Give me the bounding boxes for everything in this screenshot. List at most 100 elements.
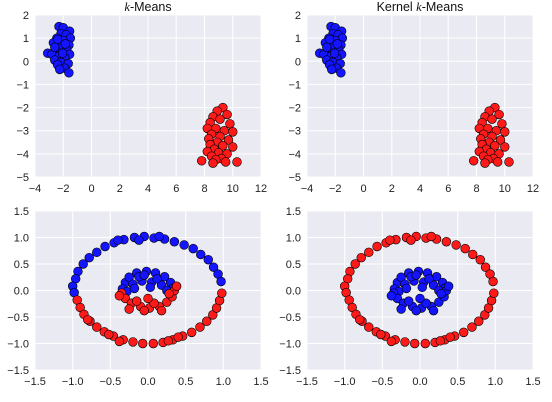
scatter-point [386, 291, 397, 301]
scatter-point [195, 322, 205, 332]
x-tick-label: −2 [57, 183, 70, 195]
y-tick-label: 0 [295, 56, 301, 68]
scatter-series-cluster_a [67, 231, 226, 298]
scatter-point [139, 305, 149, 316]
y-tick-label: 2 [23, 10, 29, 22]
x-tick-label: 0 [360, 183, 366, 195]
scatter-point [443, 281, 454, 291]
x-tick-label: 0.0 [140, 376, 155, 388]
y-tick-label: 1.5 [286, 206, 301, 218]
x-tick-label: 0 [88, 183, 94, 195]
scatter-series-cluster_b [72, 281, 227, 349]
scatter-point [78, 259, 88, 269]
y-tick-label: 0.5 [14, 259, 29, 271]
x-tick-label: −4 [301, 183, 314, 195]
scatter-point [400, 337, 410, 347]
y-tick-label: 1.0 [14, 233, 29, 245]
scatter-point [504, 157, 514, 167]
x-tick-label: 2 [117, 183, 123, 195]
scatter-point [424, 274, 434, 284]
y-tick-label: −1.5 [279, 365, 301, 377]
scatter-point [169, 237, 180, 247]
scatter-point [216, 276, 226, 287]
scatter-series-cluster_b [468, 102, 514, 168]
scatter-point [474, 316, 484, 326]
scatter-point [355, 314, 365, 325]
x-tick-label: −1.5 [296, 376, 318, 388]
scatter-point [208, 158, 218, 168]
scatter-point [139, 270, 149, 280]
scatter-point [410, 338, 420, 349]
scatter-point [327, 64, 337, 75]
x-tick-label: 1.5 [253, 376, 268, 388]
scatter-point [128, 337, 138, 347]
scatter-point [188, 243, 198, 254]
y-tick-label: −5 [288, 172, 301, 184]
x-tick-label: 12 [527, 183, 539, 195]
scatter-point [451, 240, 461, 250]
scatter-point [441, 237, 452, 247]
x-tick-label: 1.5 [525, 376, 540, 388]
y-tick-label: −2 [288, 103, 301, 115]
scatter-point [386, 336, 397, 347]
chart-panel-4: −1.5 −1.0 −0.5 0.0 0.5 1.0 1.5 −1.5 −1.0 −0.5 0.0 0… [279, 206, 540, 388]
x-tick-label: 0.5 [178, 376, 193, 388]
scatter-point [500, 142, 510, 152]
scatter-point [500, 127, 510, 137]
y-tick-label: 0 [23, 56, 29, 68]
scatter-point [220, 157, 231, 167]
scatter-point [494, 109, 504, 120]
y-tick-label: −0.5 [279, 312, 301, 324]
y-tick-label: −1.0 [279, 339, 301, 351]
scatter-point [385, 235, 395, 245]
scatter-point [445, 332, 455, 342]
x-tick-label: −0.5 [99, 376, 121, 388]
scatter-point [324, 34, 335, 44]
scatter-point [406, 235, 416, 245]
scatter-point [336, 68, 346, 78]
scatter-point [404, 296, 414, 306]
scatter-point [179, 240, 189, 250]
scatter-point [217, 288, 227, 298]
scatter-point [164, 288, 174, 299]
scatter-point [208, 262, 219, 272]
y-tick-label: 0.0 [14, 286, 29, 298]
scatter-point [113, 235, 123, 245]
x-tick-label: −1.0 [62, 376, 84, 388]
scatter-point [132, 296, 142, 306]
scatter-point [124, 304, 134, 314]
title-var: k [124, 0, 130, 14]
scatter-point [114, 291, 125, 301]
scatter-point [411, 305, 421, 316]
title-prefix: Kernel [377, 0, 417, 14]
y-tick-label: −3 [288, 126, 301, 138]
scatter-point [228, 142, 238, 152]
x-tick-label: −1.0 [334, 376, 356, 388]
scatter-point [196, 249, 206, 260]
scatter-point [202, 316, 212, 326]
scatter-series-cluster_a [43, 21, 76, 78]
scatter-point [468, 249, 478, 260]
scatter-point [364, 247, 374, 258]
scatter-point [134, 235, 144, 245]
x-tick-label: 6 [445, 183, 451, 195]
y-tick-label: 0.0 [286, 286, 301, 298]
scatter-point [52, 34, 63, 44]
scatter-point [364, 322, 374, 332]
scatter-point [460, 243, 470, 254]
panel-title: k-Means [124, 0, 171, 14]
x-tick-label: 6 [173, 183, 179, 195]
x-tick-label: −0.5 [371, 376, 393, 388]
x-tick-label: 8 [201, 183, 207, 195]
scatter-point [148, 338, 158, 349]
scatter-point [492, 157, 503, 167]
scatter-point [171, 281, 182, 291]
y-tick-label: −1 [16, 79, 29, 91]
scatter-point [92, 322, 102, 332]
scatter-point [426, 231, 436, 242]
panel-title: Kernel k-Means [377, 0, 464, 14]
scatter-point [376, 329, 386, 340]
scatter-point [372, 241, 382, 252]
scatter-point [420, 338, 430, 349]
